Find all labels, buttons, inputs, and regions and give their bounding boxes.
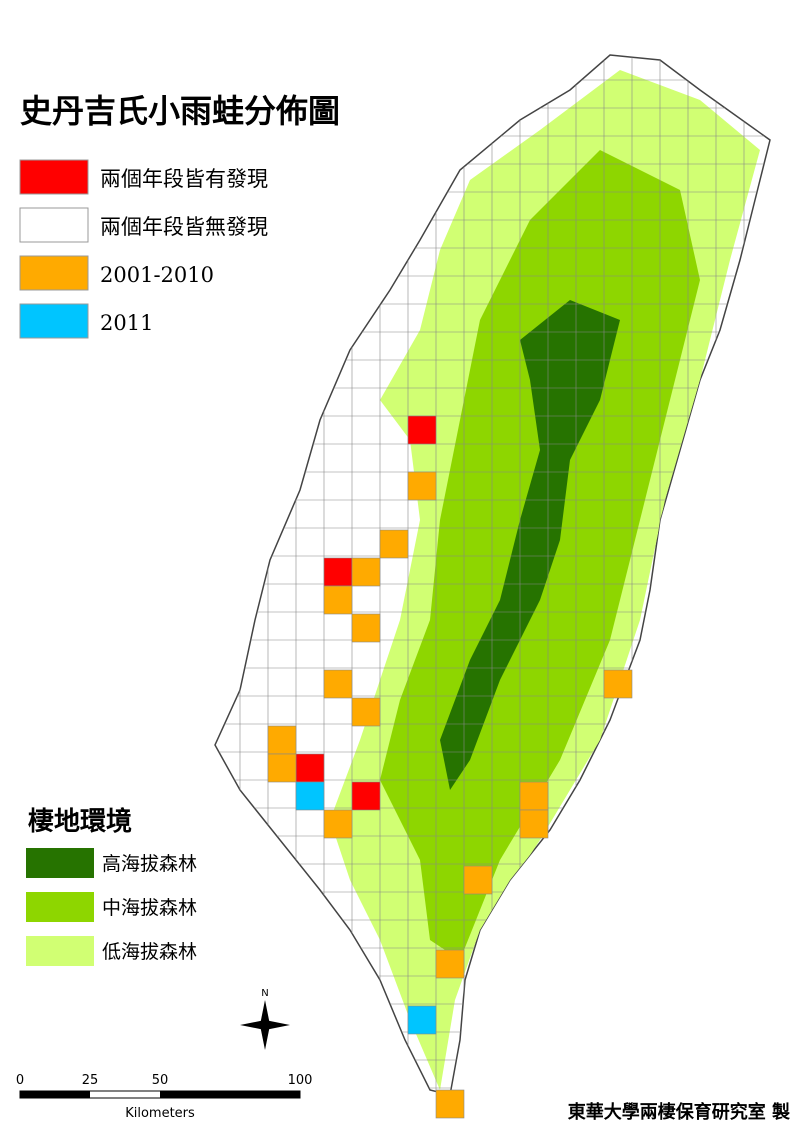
legend-swatch	[19, 303, 89, 339]
survey-cell	[603, 669, 633, 699]
legend-label: 兩個年段皆無發現	[100, 215, 268, 239]
survey-cell	[295, 753, 325, 783]
legend-swatch	[19, 207, 89, 243]
survey-cell	[519, 781, 549, 811]
survey-cell	[295, 781, 325, 811]
survey-cell	[463, 865, 493, 895]
survey-cell	[351, 781, 381, 811]
scale-label: 0	[16, 1073, 24, 1088]
habitat-swatch	[26, 892, 94, 922]
north-arrow: N	[240, 988, 290, 1050]
survey-cell	[323, 557, 353, 587]
survey-cell	[407, 471, 437, 501]
scale-unit: Kilometers	[125, 1106, 195, 1121]
credit: 東華大學兩棲保育研究室 製	[568, 1101, 790, 1123]
survey-cell	[351, 613, 381, 643]
legend-label: 兩個年段皆有發現	[100, 167, 268, 191]
survey-cell	[267, 753, 297, 783]
scale-label: 100	[288, 1073, 313, 1088]
survey-cell	[323, 585, 353, 615]
legend-swatch	[19, 159, 89, 195]
survey-cell	[267, 725, 297, 755]
habitat-swatch	[26, 848, 94, 878]
habitat-swatch	[26, 936, 94, 966]
habitat-title: 棲地環境	[28, 806, 132, 837]
island	[214, 54, 771, 1096]
survey-cell	[407, 415, 437, 445]
survey-cell	[519, 809, 549, 839]
scale-label: 50	[152, 1073, 169, 1088]
survey-cell	[323, 669, 353, 699]
survey-cell	[351, 697, 381, 727]
survey-cell	[435, 949, 465, 979]
habitat-label: 高海拔森林	[102, 853, 197, 875]
survey-cell	[379, 529, 409, 559]
survey-cell	[407, 1005, 437, 1035]
survey-cell	[351, 557, 381, 587]
survey-cell	[435, 1089, 465, 1119]
survey-cell	[323, 809, 353, 839]
scale-label: 25	[82, 1073, 99, 1088]
legend-swatch	[19, 255, 89, 291]
habitat-label: 低海拔森林	[102, 941, 197, 963]
map-title: 史丹吉氏小雨蛙分佈圖	[20, 92, 340, 130]
legend-label: 2001-2010	[100, 263, 214, 287]
legend-label: 2011	[100, 311, 153, 335]
north-label: N	[261, 988, 268, 999]
habitat-label: 中海拔森林	[102, 897, 197, 919]
scale-bar: 0 25 50 100 Kilometers	[16, 1073, 313, 1121]
